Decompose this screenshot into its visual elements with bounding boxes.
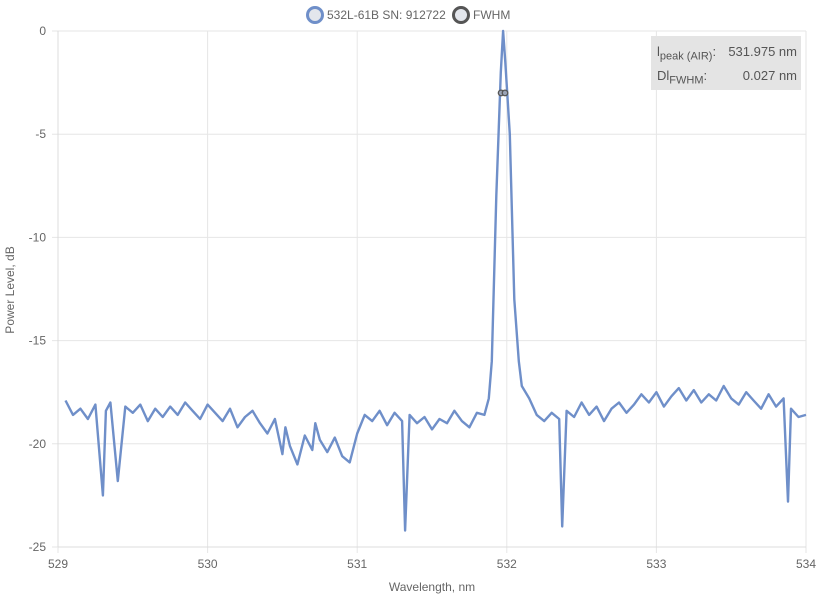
legend-marker-fwhm bbox=[452, 6, 470, 24]
x-axis-title: Wavelength, nm bbox=[389, 580, 475, 594]
x-tick-label: 529 bbox=[48, 557, 68, 571]
y-tick-label: -5 bbox=[35, 127, 46, 141]
fwhm-row: DlFWHM: 0.027 nm bbox=[657, 65, 797, 89]
y-tick-label: -10 bbox=[29, 230, 47, 244]
peak-wavelength-value: 531.975 nm bbox=[728, 44, 797, 59]
peak-info-box: lpeak (AIR): 531.975 nm DlFWHM: 0.027 nm bbox=[651, 36, 801, 90]
fwhm-point bbox=[501, 89, 509, 97]
legend[interactable]: 532L-61B SN: 912722 FWHM bbox=[306, 6, 511, 24]
peak-subscript: peak (AIR) bbox=[659, 50, 713, 63]
y-tick-label: -15 bbox=[29, 334, 47, 348]
fwhm-symbol: Dl bbox=[657, 68, 670, 83]
peak-wavelength-row: lpeak (AIR): 531.975 nm bbox=[657, 41, 797, 65]
x-tick-label: 533 bbox=[646, 557, 666, 571]
y-tick-label: -20 bbox=[29, 437, 47, 451]
grid bbox=[52, 30, 807, 553]
x-tick-label: 531 bbox=[347, 557, 367, 571]
x-tick-label: 532 bbox=[497, 557, 517, 571]
x-tick-label: 534 bbox=[796, 557, 816, 571]
x-tick-label: 530 bbox=[198, 557, 218, 571]
legend-marker-spectrum bbox=[306, 6, 324, 24]
peak-wavelength-label: lpeak (AIR): bbox=[657, 44, 717, 63]
y-axis-title: Power Level, dB bbox=[3, 246, 17, 333]
peak-symbol: l bbox=[657, 44, 660, 59]
fwhm-value: 0.027 nm bbox=[742, 68, 797, 83]
legend-label-fwhm: FWHM bbox=[473, 8, 510, 22]
y-tick-label: 0 bbox=[39, 24, 46, 38]
fwhm-subscript: FWHM bbox=[669, 74, 704, 87]
spectrum-line bbox=[64, 29, 807, 532]
y-tick-label: -25 bbox=[29, 540, 47, 554]
axes: 529 530 531 532 533 534 0 -5 -10 -15 -20 -25 bbox=[29, 24, 817, 571]
series-layer bbox=[64, 29, 807, 532]
legend-label-spectrum: 532L-61B SN: 912722 bbox=[327, 8, 446, 22]
fwhm-label: DlFWHM: bbox=[657, 68, 708, 87]
